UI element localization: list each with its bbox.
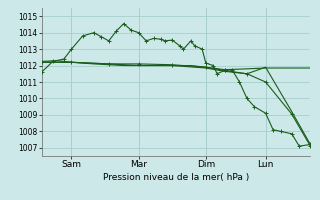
- X-axis label: Pression niveau de la mer( hPa ): Pression niveau de la mer( hPa ): [103, 173, 249, 182]
